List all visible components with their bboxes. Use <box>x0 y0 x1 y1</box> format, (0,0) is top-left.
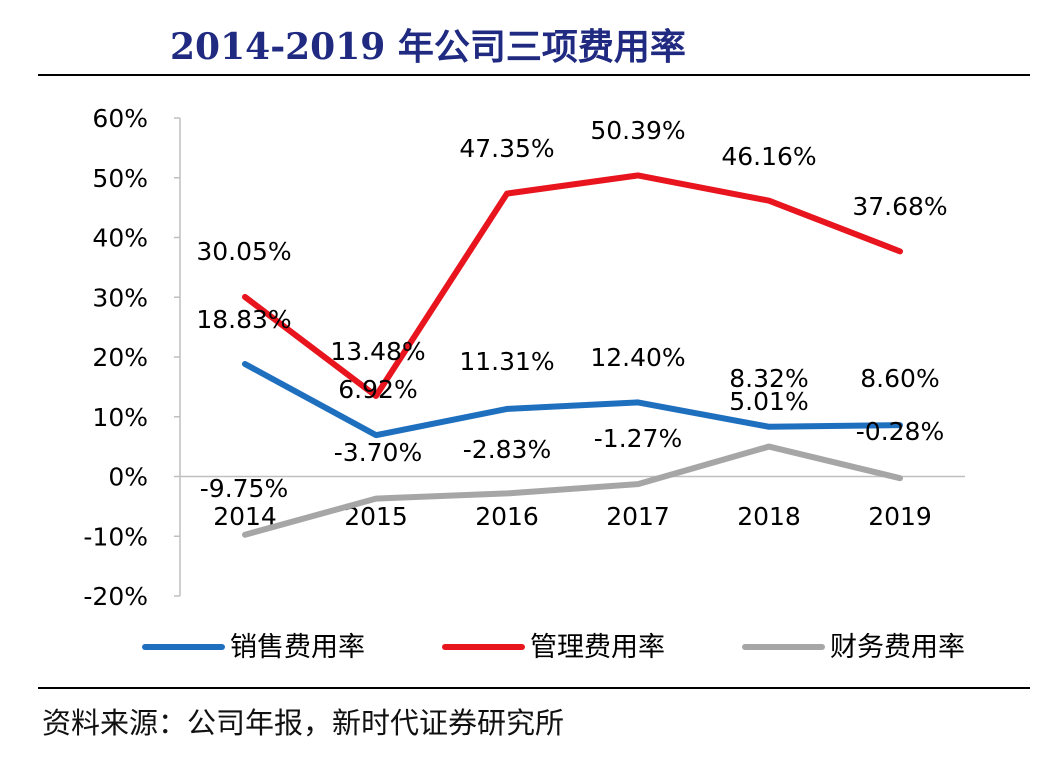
data-label: 13.48% <box>330 337 425 366</box>
data-label: -1.27% <box>594 424 682 453</box>
title-divider <box>38 74 1030 76</box>
series-line-2 <box>242 172 903 399</box>
y-tick-label: 50% <box>92 164 148 193</box>
footer-divider <box>38 687 1030 689</box>
x-tick-label: 2018 <box>737 502 801 531</box>
y-tick-label: 40% <box>92 224 148 253</box>
y-tick-label: -20% <box>83 582 148 611</box>
data-label: -9.75% <box>200 474 288 503</box>
y-tick-label: 30% <box>92 283 148 312</box>
x-tick-label: 2019 <box>868 502 932 531</box>
y-tick-label: 60% <box>92 104 148 133</box>
y-tick-label: 20% <box>92 343 148 372</box>
series-line-1 <box>242 360 903 439</box>
series-line-3 <box>242 443 903 538</box>
data-label: -0.28% <box>856 417 944 446</box>
data-label: 12.40% <box>590 343 685 372</box>
data-label: -2.83% <box>463 435 551 464</box>
y-tick-label: 10% <box>92 403 148 432</box>
data-label: 11.31% <box>459 347 554 376</box>
page-title: 2014-2019 年公司三项费用率 <box>170 26 686 68</box>
x-tick-label: 2016 <box>475 502 539 531</box>
data-label: 47.35% <box>459 134 554 163</box>
x-tick-label: 2017 <box>606 502 670 531</box>
data-label: 8.32% <box>729 364 808 393</box>
y-tick-label: -10% <box>83 522 148 551</box>
legend-label: 管理费用率 <box>530 632 665 663</box>
data-label: 6.92% <box>338 375 417 404</box>
legend-label: 销售费用率 <box>230 632 365 663</box>
data-label: 46.16% <box>721 142 816 171</box>
data-label: -3.70% <box>334 438 422 467</box>
data-label: 18.83% <box>196 305 291 334</box>
data-label: 8.60% <box>860 364 939 393</box>
data-label: 30.05% <box>196 237 291 266</box>
data-label: 37.68% <box>852 192 947 221</box>
source-note: 资料来源：公司年报，新时代证券研究所 <box>42 706 565 740</box>
y-tick-label: 0% <box>108 463 148 492</box>
legend-label: 财务费用率 <box>830 632 965 663</box>
data-label: 50.39% <box>590 116 685 145</box>
data-label: 5.01% <box>729 387 808 416</box>
